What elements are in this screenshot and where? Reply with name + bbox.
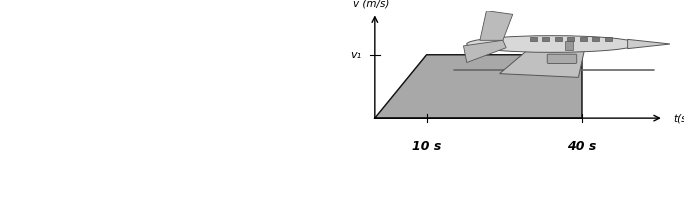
Bar xyxy=(580,37,587,41)
Bar xyxy=(567,37,575,41)
Polygon shape xyxy=(464,40,506,63)
Polygon shape xyxy=(473,41,506,50)
Polygon shape xyxy=(499,46,585,77)
Text: 10 s: 10 s xyxy=(412,140,441,153)
Polygon shape xyxy=(375,55,582,118)
Bar xyxy=(530,37,537,41)
Text: v₁: v₁ xyxy=(351,50,362,60)
Bar xyxy=(565,41,573,50)
Polygon shape xyxy=(628,39,670,49)
Bar xyxy=(605,37,612,41)
Text: 40 s: 40 s xyxy=(567,140,596,153)
Text: v (m/s): v (m/s) xyxy=(354,0,390,9)
Ellipse shape xyxy=(466,36,637,52)
Text: t(s): t(s) xyxy=(674,113,684,123)
FancyBboxPatch shape xyxy=(547,54,577,63)
Polygon shape xyxy=(480,11,513,40)
Bar xyxy=(592,37,599,41)
Bar xyxy=(542,37,549,41)
Bar xyxy=(555,37,562,41)
